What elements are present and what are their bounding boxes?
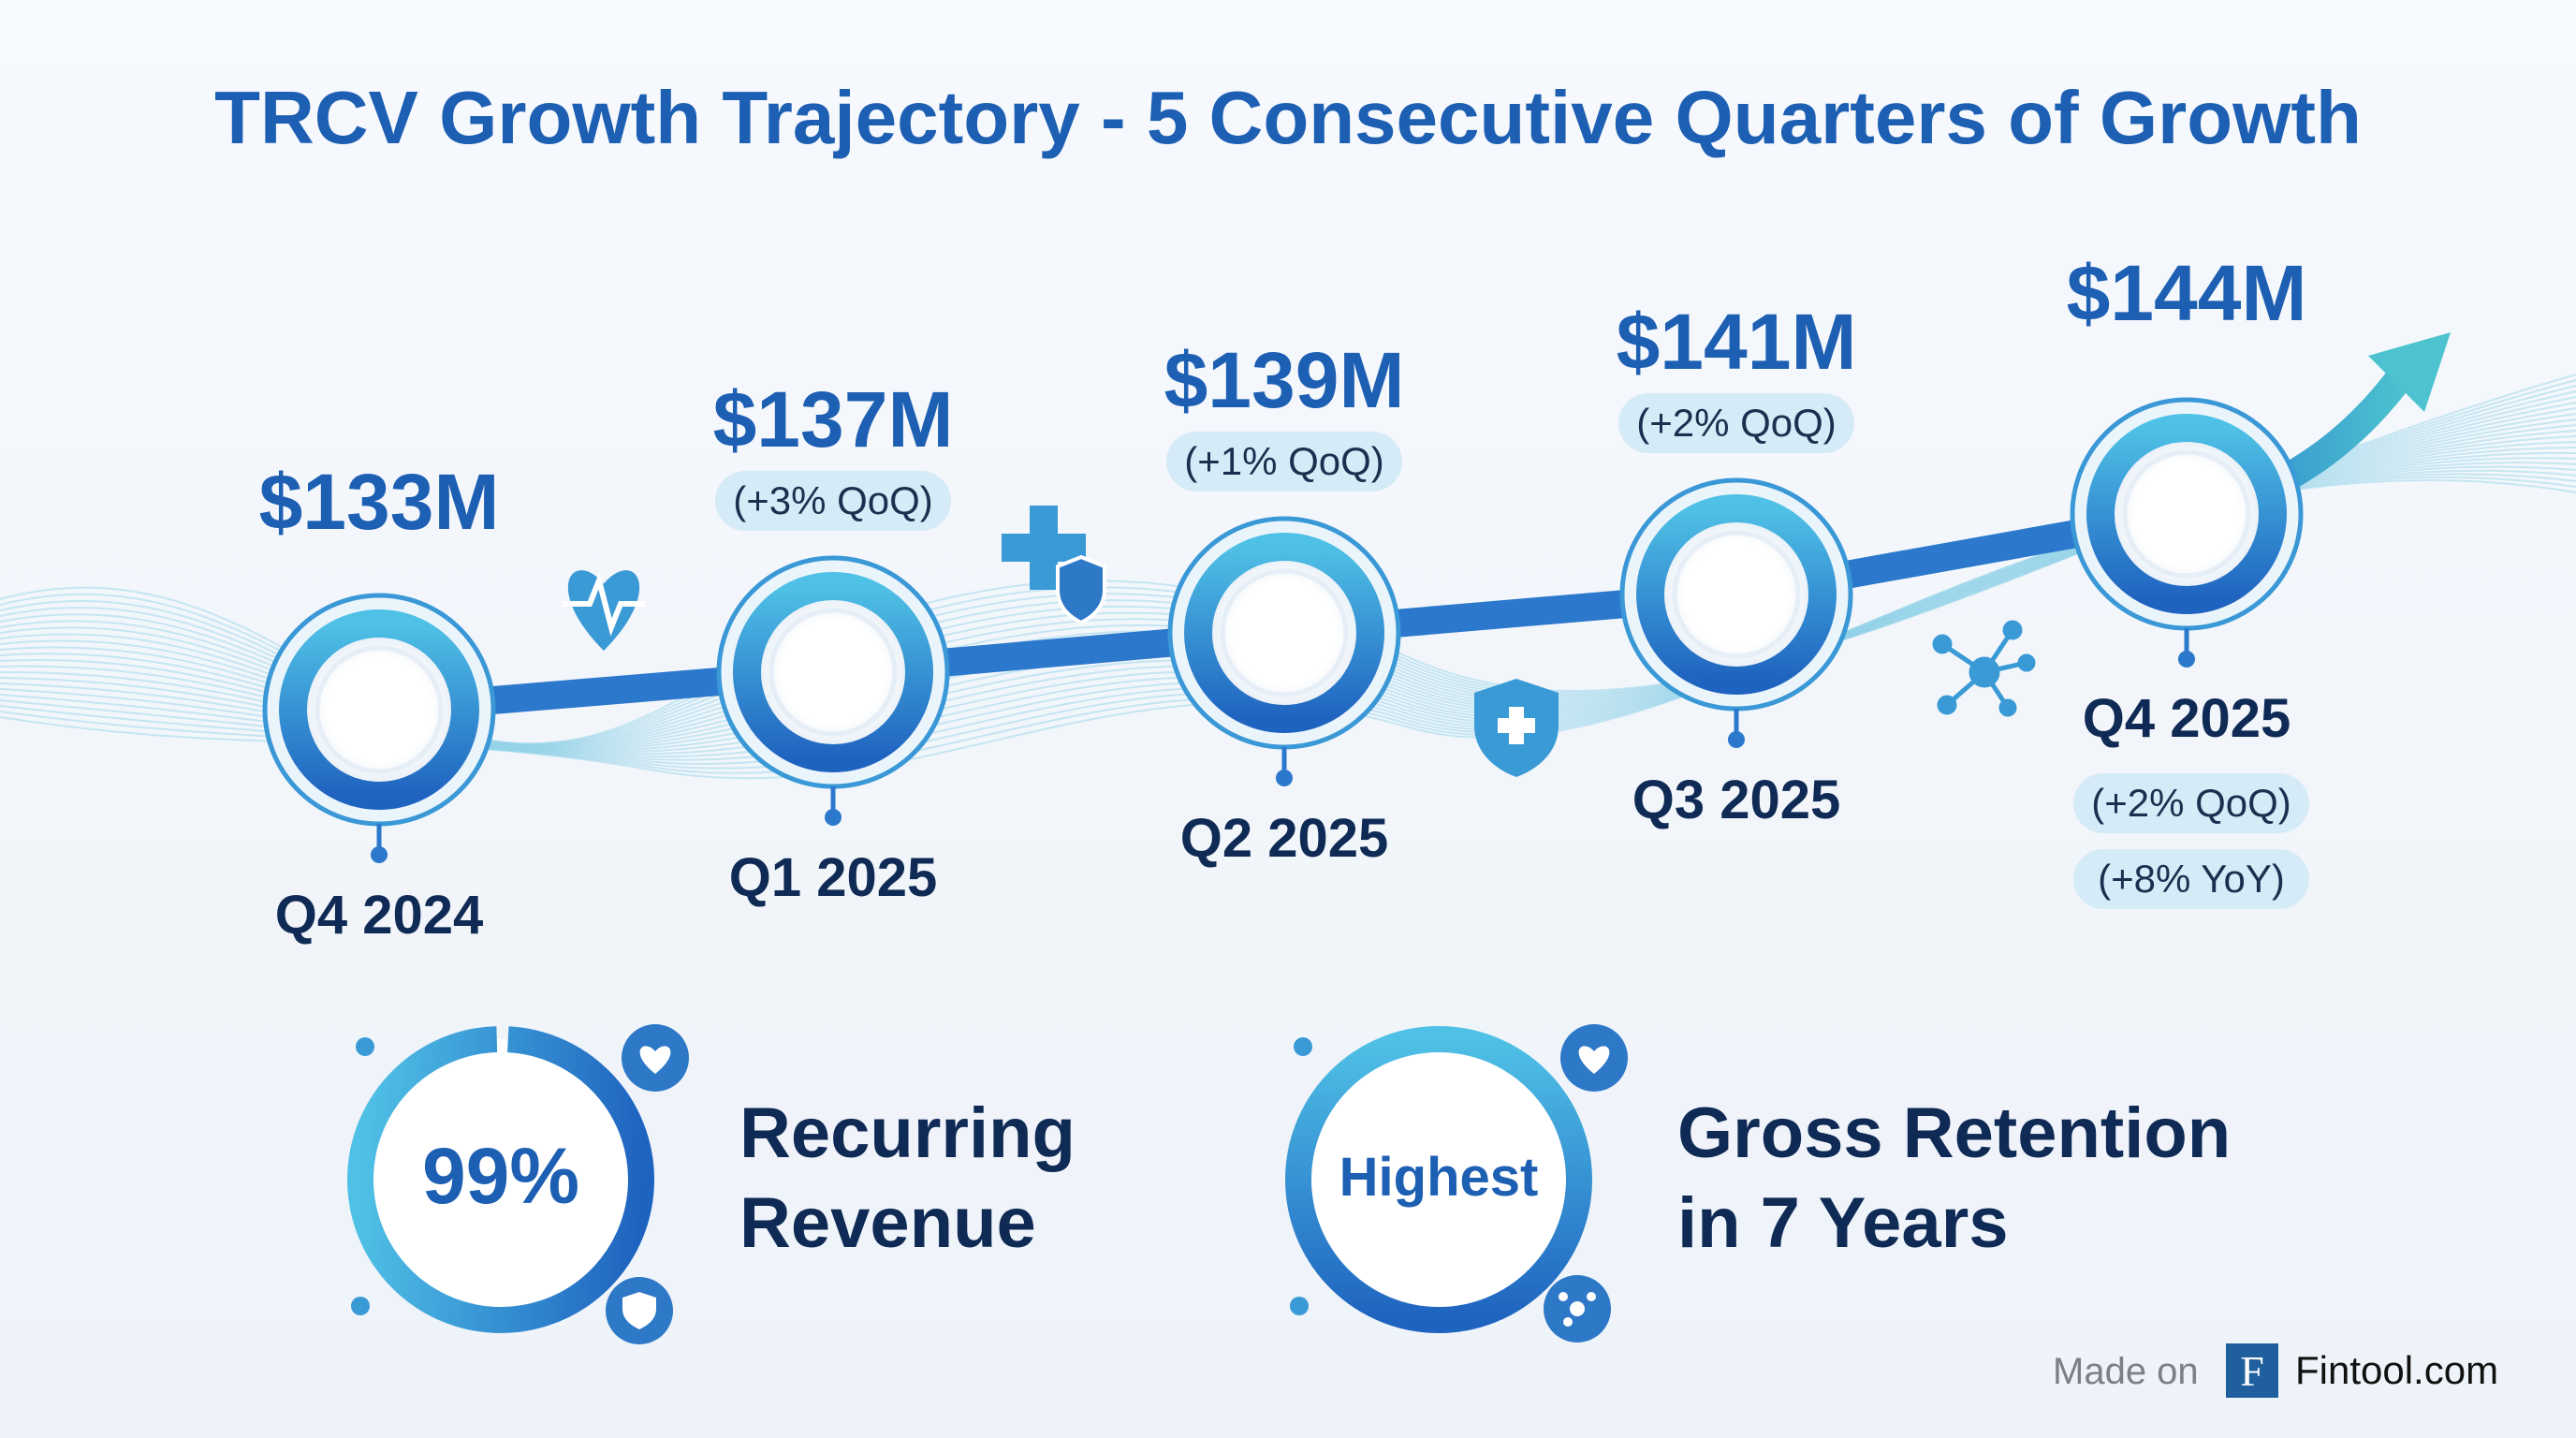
- change-badge: [715, 471, 951, 531]
- quarter-label: Q1 2025: [729, 847, 938, 908]
- quarter-value: $133M: [259, 458, 500, 546]
- change-badge: [2073, 849, 2309, 909]
- medical-cross-shield-icon: [1002, 506, 1106, 625]
- change-badge-text: (+2% QoQ): [2091, 781, 2291, 825]
- quarter-node: $139M Q2 2025 (+1% QoQ): [1164, 336, 1405, 869]
- quarter-label: Q4 2024: [275, 885, 484, 946]
- quarter-value: $141M: [1617, 298, 1857, 386]
- quarter-value: $144M: [2067, 249, 2307, 337]
- quarter-node: $144M Q4 2025 (+2% QoQ) (+8% YoY): [2067, 249, 2309, 909]
- stat-label-line1: Gross Retention: [1677, 1093, 2231, 1173]
- stat-label-line2: Revenue: [739, 1183, 1036, 1263]
- quarter-node: $141M Q3 2025 (+2% QoQ): [1617, 298, 1857, 830]
- stat-label-line1: Recurring: [739, 1093, 1076, 1173]
- quarter-label: Q4 2025: [2083, 688, 2291, 749]
- retention-highlight: Highest: [1339, 1147, 1539, 1208]
- stat-gross-retention: Highest Gross Retention in 7 Years: [1285, 1024, 2231, 1343]
- network-molecule-icon: [1932, 620, 2036, 717]
- footer-attribution: Made on F Fintool.com: [2053, 1343, 2498, 1398]
- recurring-percent: 99%: [422, 1132, 579, 1220]
- stat-label-line2: in 7 Years: [1677, 1183, 2009, 1263]
- change-badge-text: (+1% QoQ): [1184, 439, 1384, 483]
- change-badge: [1166, 432, 1402, 492]
- page-title: TRCV Growth Trajectory - 5 Consecutive Q…: [214, 76, 2362, 159]
- shield-cross-icon: [1474, 679, 1559, 777]
- quarter-node: $133M Q4 2024: [259, 458, 500, 946]
- quarter-label: Q2 2025: [1180, 808, 1389, 869]
- brand-link[interactable]: Fintool.com: [2295, 1348, 2498, 1392]
- quarter-value: $139M: [1164, 336, 1405, 424]
- change-badge-text: (+8% YoY): [2098, 857, 2285, 901]
- fintool-logo: [2226, 1343, 2278, 1398]
- quarter-label: Q3 2025: [1632, 770, 1841, 830]
- change-badge-text: (+2% QoQ): [1636, 401, 1837, 445]
- quarter-value: $137M: [713, 375, 954, 463]
- progress-ring: [347, 1026, 654, 1333]
- change-badge-text: (+3% QoQ): [733, 478, 933, 522]
- change-badge: [1618, 393, 1854, 453]
- quarter-node: $137M Q1 2025 (+3% QoQ): [713, 375, 954, 908]
- stat-recurring-revenue: 99% Recurring Revenue: [347, 1024, 1076, 1344]
- logo-letter: F: [2240, 1347, 2264, 1395]
- change-badge: [2073, 773, 2309, 833]
- heart-pulse-icon: [562, 570, 646, 651]
- made-on-text: Made on: [2053, 1351, 2199, 1392]
